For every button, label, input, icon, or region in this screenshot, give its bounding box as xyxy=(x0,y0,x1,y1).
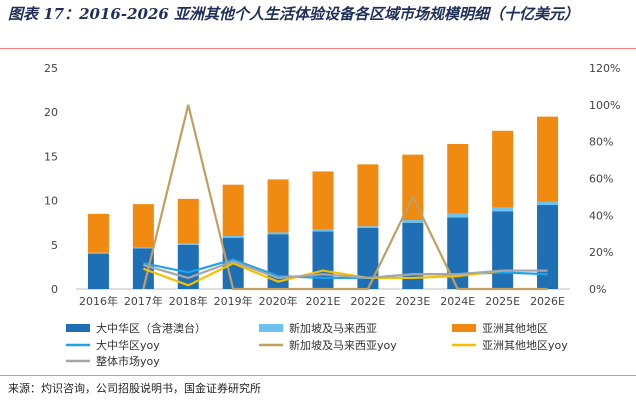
bar-segment xyxy=(177,243,199,245)
y-tick-label: 15 xyxy=(44,150,58,163)
bar-segment xyxy=(87,253,109,289)
x-tick-label: 2022E xyxy=(350,295,385,308)
bar-segment xyxy=(312,231,334,289)
y2-tick-label: 120% xyxy=(589,62,620,75)
axes-layer: 0 5 10 15 20 25 0% 20% 40% 60% 80% 100% 120% 2016年 201… xyxy=(44,62,620,308)
bar-segment xyxy=(87,252,109,254)
x-tick-label: 2019年 xyxy=(214,294,253,308)
y2-tick-label: 60% xyxy=(589,173,613,186)
legend-label: 新加坡及马来西亚yoy xyxy=(289,338,397,352)
x-tick-label: 2020年 xyxy=(259,294,298,308)
bar-segment xyxy=(357,226,379,229)
bar-segment xyxy=(357,228,379,289)
bar-segment xyxy=(447,144,469,214)
legend-swatch xyxy=(259,324,283,332)
bar-segment xyxy=(537,116,559,202)
source-divider xyxy=(0,375,636,376)
y2-tick-label: 80% xyxy=(589,136,613,149)
y-tick-label: 10 xyxy=(44,195,58,208)
bar-segment xyxy=(402,222,424,289)
yoy-line xyxy=(142,104,548,291)
bar-segment xyxy=(222,184,244,236)
legend-label: 亚洲其他地区yoy xyxy=(482,339,568,352)
bar-segment xyxy=(87,213,109,253)
bar-segment xyxy=(447,217,469,289)
bar-segment xyxy=(132,247,154,249)
bar-segment xyxy=(267,232,289,235)
bars-layer xyxy=(87,116,559,289)
y2-tick-label: 100% xyxy=(589,99,620,112)
bar-segment xyxy=(492,130,514,208)
y-tick-label: 20 xyxy=(44,106,58,119)
y2-tick-label: 20% xyxy=(589,246,613,259)
x-tick-label: 2021E xyxy=(306,295,341,308)
bar-segment xyxy=(447,213,469,218)
x-tick-label: 2024E xyxy=(440,295,475,308)
y-tick-label: 5 xyxy=(51,239,58,252)
bar-segment xyxy=(357,164,379,227)
legend-label: 亚洲其他地区 xyxy=(482,322,548,335)
legend-swatch xyxy=(66,324,90,332)
lines-layer xyxy=(142,104,548,291)
x-tick-label: 2025E xyxy=(485,295,520,308)
legend-swatch xyxy=(452,324,476,332)
yoy-line xyxy=(142,262,548,287)
x-tick-label: 2017年 xyxy=(124,294,163,308)
bar-segment xyxy=(177,198,199,244)
bar-segment xyxy=(312,171,334,230)
bar-segment xyxy=(222,235,244,238)
y2-tick-label: 40% xyxy=(589,209,613,222)
bar-segment xyxy=(267,179,289,233)
bar-segment xyxy=(537,201,559,206)
x-tick-label: 2018年 xyxy=(169,294,208,308)
bar-segment xyxy=(492,211,514,289)
y-tick-label: 25 xyxy=(44,62,58,75)
bar-segment xyxy=(402,220,424,223)
source-note: 来源：灼识咨询，公司招股说明书，国金证券研究所 xyxy=(8,382,261,395)
x-tick-label: 2023E xyxy=(395,295,430,308)
legend-label: 整体市场yoy xyxy=(96,354,160,368)
x-tick-label: 2016年 xyxy=(79,294,118,308)
yoy-line xyxy=(143,260,548,280)
bar-segment xyxy=(132,248,154,289)
legend-label: 大中华区yoy xyxy=(96,338,160,352)
bar-segment xyxy=(402,154,424,221)
bar-segment xyxy=(492,207,514,212)
legend-label: 大中华区（含港澳台） xyxy=(96,321,206,335)
y-tick-label: 0 xyxy=(51,283,58,296)
bar-segment xyxy=(132,204,154,248)
bar-segment xyxy=(177,244,199,289)
legend-label: 新加坡及马来西亚 xyxy=(289,321,377,335)
chart-title: 图表 17：2016-2026 亚洲其他个人生活体验设备各区域市场规模明细（十亿… xyxy=(8,5,580,23)
bar-segment xyxy=(537,205,559,289)
y2-tick-label: 0% xyxy=(589,283,606,296)
title-divider xyxy=(0,48,636,49)
chart: 0 5 10 15 20 25 0% 20% 40% 60% 80% 100% 120% 2016年 201… xyxy=(44,62,620,368)
bar-segment xyxy=(312,229,334,232)
x-tick-label: 2026E xyxy=(530,295,565,308)
